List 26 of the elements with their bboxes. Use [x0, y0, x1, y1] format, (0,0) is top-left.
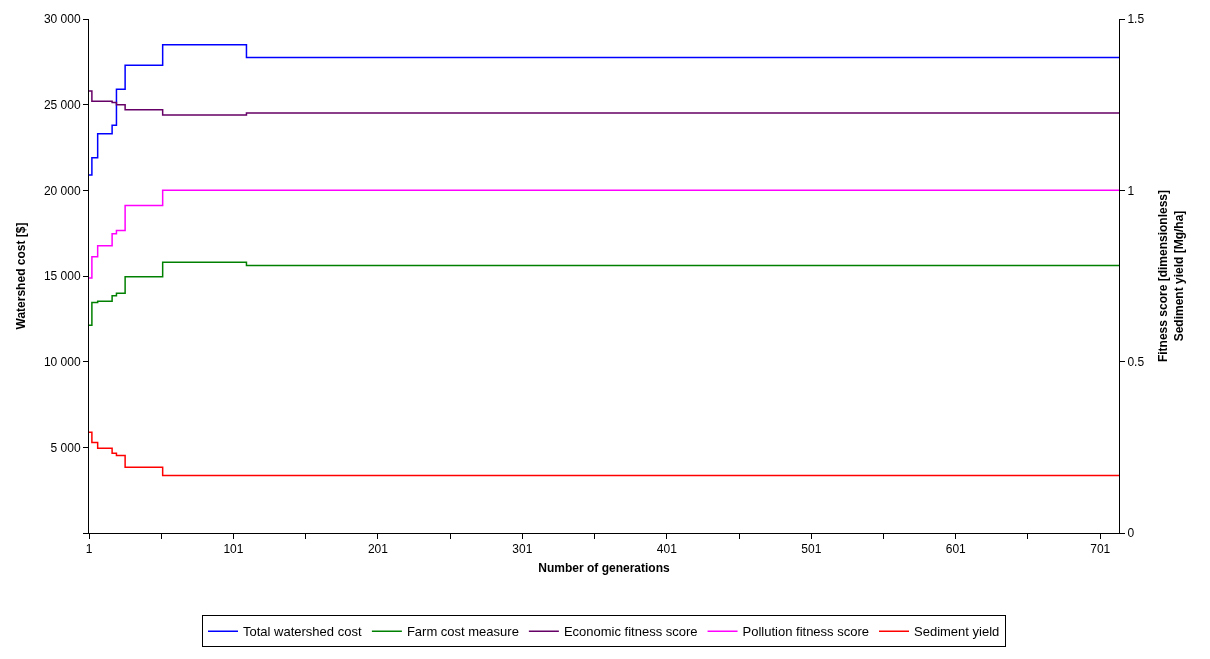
y2-tick-label: 1 — [1127, 183, 1135, 198]
x-axis-title: Number of generations — [538, 561, 670, 576]
y-tick-label: 25 000 — [43, 97, 81, 112]
x-tick-label: 1 — [85, 542, 93, 557]
y2-tick-label: 0 — [1127, 526, 1135, 541]
legend-label: Economic fitness score — [563, 624, 698, 640]
legend-label: Sediment yield — [914, 624, 1000, 640]
y-tick-label: 5 000 — [50, 440, 81, 455]
x-tick-label: 301 — [512, 542, 533, 557]
y2-axis-title: Fitness score [dimensionless] Sediment yield [Mg/ha] — [1156, 189, 1186, 363]
y2-tick-label: 0.5 — [1127, 354, 1145, 369]
x-tick-label: 201 — [367, 542, 389, 557]
legend-label: Pollution fitness score — [742, 624, 869, 640]
legend-label: Total watershed cost — [243, 624, 362, 640]
x-tick-label: 701 — [1090, 542, 1111, 557]
y-axis-title: Watershed cost [$] — [14, 222, 29, 330]
x-tick-label: 501 — [801, 542, 822, 557]
y-tick-label: 10 000 — [43, 354, 81, 369]
y-tick-label: 30 000 — [43, 12, 81, 27]
x-tick-label: 601 — [945, 542, 967, 557]
legend-label: Farm cost measure — [406, 624, 519, 640]
y2-tick-label: 1.5 — [1127, 12, 1145, 27]
x-tick-label: 101 — [223, 542, 244, 557]
x-tick-label: 401 — [656, 542, 678, 557]
y-tick-label: 20 000 — [43, 183, 81, 198]
y-tick-label: 15 000 — [43, 269, 81, 284]
